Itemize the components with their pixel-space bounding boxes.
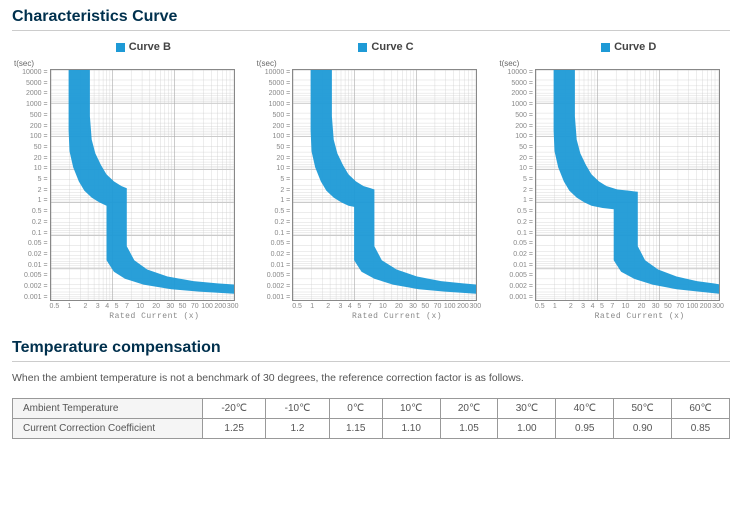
temp-note: When the ambient temperature is not a be… <box>12 372 730 384</box>
y-ticks: 10000 =5000 =2000 =1000 =500 =200 =100 =… <box>265 69 293 301</box>
y-axis-label: t(sec) <box>499 59 519 68</box>
temp-col-value: 1.10 <box>382 419 440 439</box>
temp-col-header: 10℃ <box>382 399 440 419</box>
temp-col-header: 30℃ <box>498 399 556 419</box>
chart-legend: Curve C <box>358 41 413 53</box>
x-axis-label: Rated Current (x) <box>595 312 685 321</box>
temp-col-value: 0.85 <box>672 419 730 439</box>
x-ticks: 0.51234571020305070100200300 <box>291 303 476 310</box>
x-axis-label: Rated Current (x) <box>109 312 199 321</box>
temp-col-header: 0℃ <box>329 399 382 419</box>
chart-plot <box>50 69 235 301</box>
temp-col-value: 0.90 <box>614 419 672 439</box>
x-axis-label: Rated Current (x) <box>352 312 442 321</box>
temp-row2-label: Current Correction Coefficient <box>13 419 203 439</box>
temp-compensation-table: Ambient Temperature -20℃-10℃0℃10℃20℃30℃4… <box>12 398 730 439</box>
curve-band <box>68 70 234 294</box>
y-axis-label: t(sec) <box>14 59 34 68</box>
charts-row: Curve Bt(sec)10000 =5000 =2000 =1000 =50… <box>12 41 730 321</box>
temp-col-header: -10℃ <box>266 399 329 419</box>
temp-col-header: 20℃ <box>440 399 498 419</box>
temp-col-header: -20℃ <box>203 399 266 419</box>
section-title-temp: Temperature compensation <box>12 339 730 362</box>
chart-plot <box>292 69 477 301</box>
chart-curve-d: Curve D t(sec)10000 =5000 =2000 =1000 =50… <box>497 41 730 321</box>
curve-band <box>554 70 720 294</box>
y-axis-label: t(sec) <box>257 59 277 68</box>
temp-col-header: 50℃ <box>614 399 672 419</box>
temp-col-value: 0.95 <box>556 419 614 439</box>
y-ticks: 10000 =5000 =2000 =1000 =500 =200 =100 =… <box>22 69 50 301</box>
legend-square-icon <box>116 43 125 52</box>
legend-square-icon <box>358 43 367 52</box>
x-ticks: 0.51234571020305070100200300 <box>533 303 718 310</box>
legend-text: Curve D <box>614 41 656 53</box>
temp-col-header: 40℃ <box>556 399 614 419</box>
legend-square-icon <box>601 43 610 52</box>
chart-legend: Curve D <box>601 41 656 53</box>
legend-text: Curve C <box>371 41 413 53</box>
temp-col-value: 1.2 <box>266 419 329 439</box>
chart-curve-c: Curve C t(sec)10000 =5000 =2000 =1000 =50… <box>255 41 488 321</box>
y-ticks: 10000 =5000 =2000 =1000 =500 =200 =100 =… <box>507 69 535 301</box>
section-title-characteristics: Characteristics Curve <box>12 8 730 31</box>
temp-col-value: 1.00 <box>498 419 556 439</box>
chart-plot <box>535 69 720 301</box>
temp-col-value: 1.25 <box>203 419 266 439</box>
curve-band <box>311 70 477 294</box>
chart-curve-b: Curve B t(sec)10000 =5000 =2000 =1000 =50… <box>12 41 245 321</box>
temp-col-header: 60℃ <box>672 399 730 419</box>
temp-row1-label: Ambient Temperature <box>13 399 203 419</box>
x-ticks: 0.51234571020305070100200300 <box>48 303 233 310</box>
chart-legend: Curve B <box>116 41 171 53</box>
legend-text: Curve B <box>129 41 171 53</box>
temp-col-value: 1.05 <box>440 419 498 439</box>
temp-col-value: 1.15 <box>329 419 382 439</box>
